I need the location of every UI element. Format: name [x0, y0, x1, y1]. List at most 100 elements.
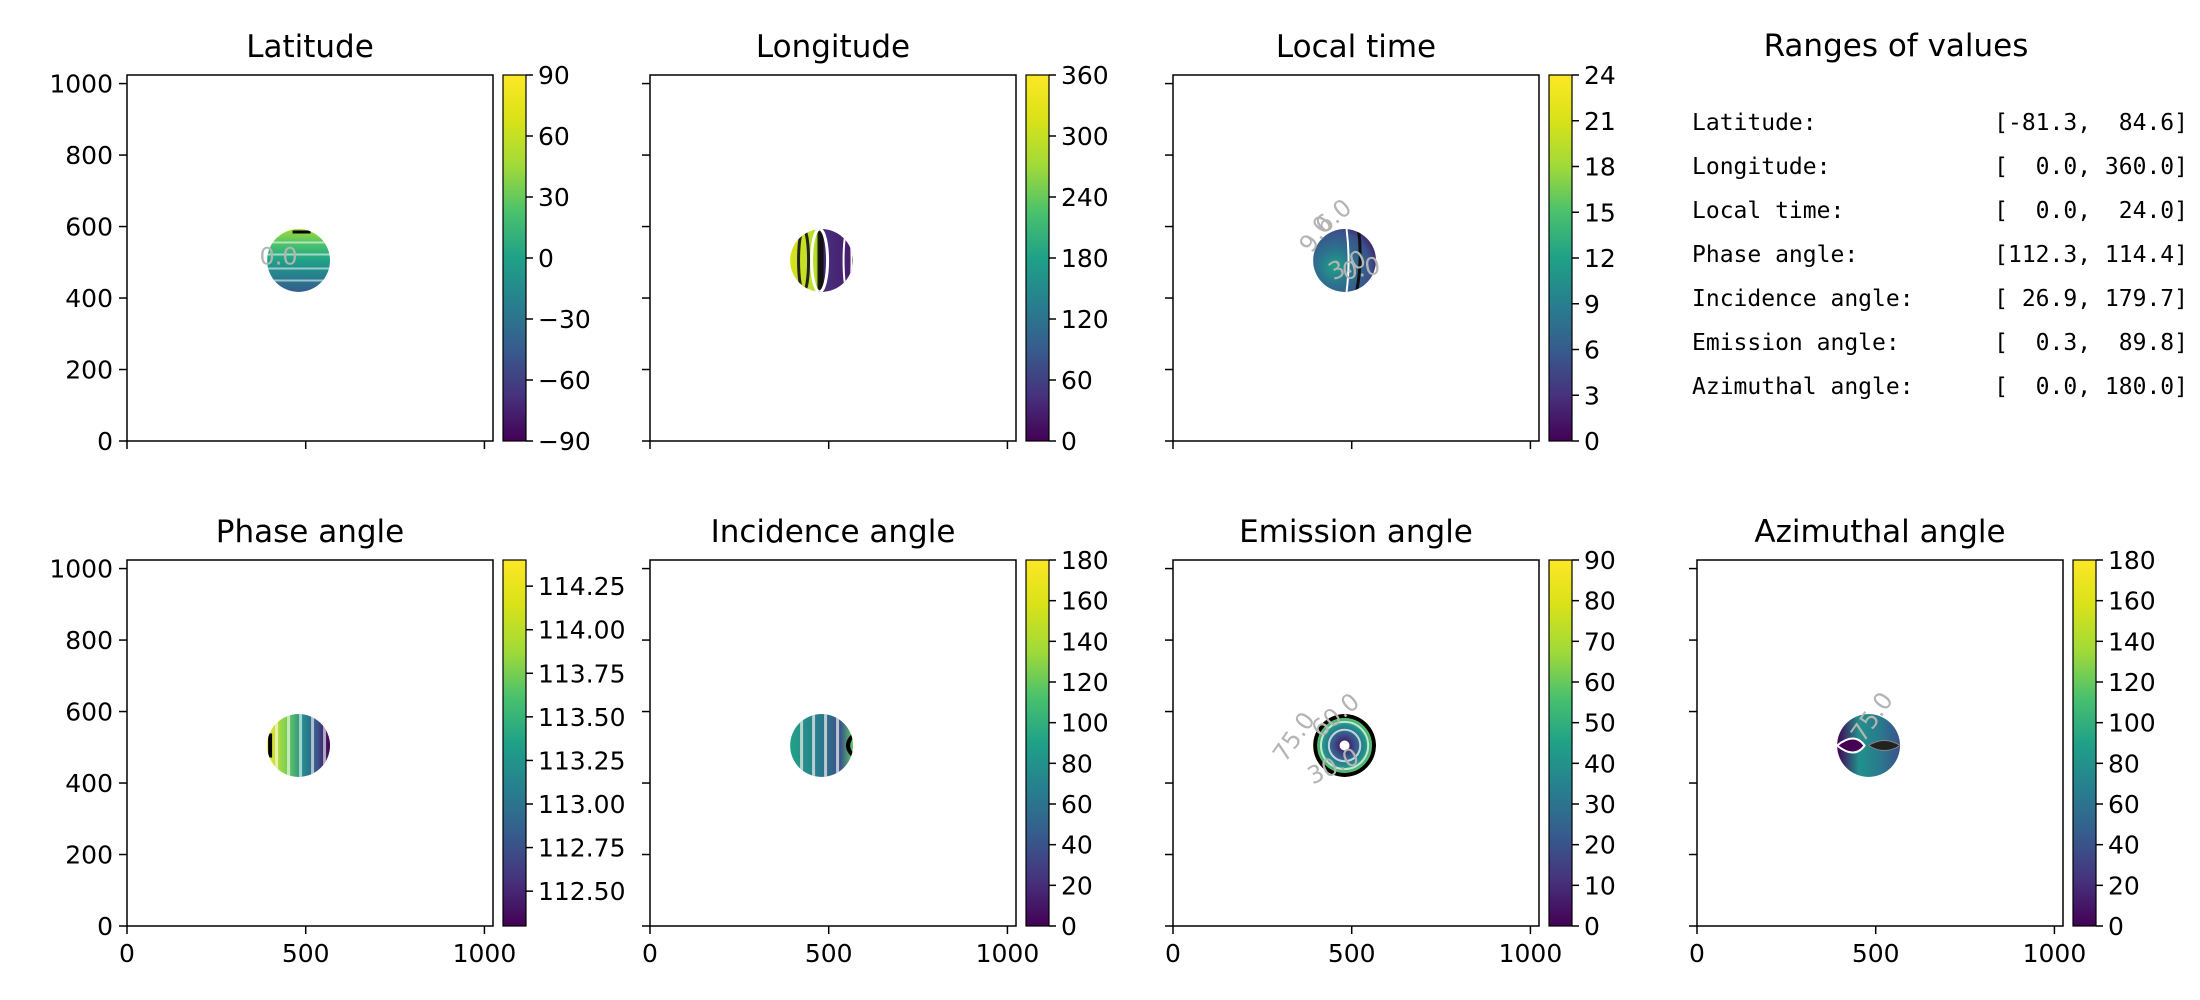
- colorbar-tick-label: 12: [1584, 244, 1616, 273]
- contour-label: 0.0: [1340, 252, 1382, 286]
- colorbar: [1548, 74, 1573, 442]
- x-tick-label: 0: [642, 939, 658, 968]
- colorbar-tick-label: 3: [1584, 381, 1600, 410]
- colorbar-tick-label: 300: [1061, 122, 1109, 151]
- y-tick-label: 600: [65, 213, 113, 242]
- colorbar-tick-label: 9: [1584, 290, 1600, 319]
- y-tick-label: 600: [65, 698, 113, 727]
- colorbar-tick-label: 70: [1584, 627, 1616, 656]
- contour-label: 0.0: [259, 243, 297, 271]
- y-tick-label: 0: [97, 912, 113, 941]
- panel-longitude: Longitude 360 300 240 180 120 60 0: [642, 29, 1109, 456]
- colorbar-tick-label: 60: [1061, 790, 1093, 819]
- axes-frame: [649, 74, 1017, 442]
- axes-frame: [1172, 74, 1540, 442]
- y-tick-label: 200: [65, 841, 113, 870]
- colorbar-tick-label: 240: [1061, 183, 1109, 212]
- panel-phase-angle: Phase angle 0 200 400 600 800 1000 0 500 1000 114.…: [49, 514, 625, 968]
- x-tick-label: 0: [1689, 939, 1705, 968]
- ranges-panel: Ranges of values Latitude: [-81.3, 84.6] Lo…: [1692, 28, 2188, 400]
- colorbar-tick-label: 80: [1061, 749, 1093, 778]
- colorbar-tick-label: 100: [1061, 709, 1109, 738]
- colorbar-tick-label: 160: [2108, 587, 2156, 616]
- colorbar-tick-label: 120: [2108, 668, 2156, 697]
- colorbar-tick-label: −60: [538, 366, 591, 395]
- ranges-row-value: [ 0.0, 360.0]: [1994, 154, 2188, 180]
- panel-title: Incidence angle: [711, 514, 956, 550]
- panel-title: Azimuthal angle: [1754, 514, 2005, 550]
- planet-disk: [1313, 714, 1377, 777]
- colorbar-tick-label: 112.75: [538, 834, 625, 863]
- colorbar-tick-label: 113.50: [538, 703, 625, 732]
- colorbar-tick-label: 6: [1584, 336, 1600, 365]
- colorbar: [1025, 74, 1050, 442]
- colorbar: [502, 74, 527, 442]
- colorbar-tick-label: 40: [2108, 831, 2140, 860]
- colorbar-tick-label: 100: [2108, 709, 2156, 738]
- colorbar-tick-label: 120: [1061, 668, 1109, 697]
- axes-frame: [649, 559, 1017, 927]
- panel-title: Latitude: [246, 29, 374, 65]
- colorbar-tick-label: 80: [1584, 587, 1616, 616]
- colorbar-tick-label: 160: [1061, 587, 1109, 616]
- colorbar-tick-label: 113.25: [538, 746, 625, 775]
- colorbar-tick-label: 80: [2108, 749, 2140, 778]
- colorbar: [2072, 559, 2097, 927]
- ranges-row-value: [ 0.3, 89.8]: [1994, 330, 2188, 356]
- colorbar: [502, 559, 527, 927]
- planet-disk: [790, 229, 854, 292]
- colorbar-tick-label: 20: [2108, 871, 2140, 900]
- planet-disk: [1837, 714, 1901, 777]
- colorbar-tick-label: 140: [2108, 627, 2156, 656]
- colorbar-tick-label: −90: [538, 427, 591, 456]
- ranges-row-value: [ 26.9, 179.7]: [1994, 286, 2188, 312]
- ranges-row-label: Phase angle:: [1692, 242, 1858, 268]
- colorbar-tick-label: 20: [1584, 831, 1616, 860]
- ranges-row-value: [112.3, 114.4]: [1994, 242, 2188, 268]
- colorbar-tick-label: 18: [1584, 153, 1616, 182]
- colorbar-tick-label: 114.00: [538, 616, 625, 645]
- colorbar-tick-label: 30: [1584, 790, 1616, 819]
- colorbar: [1025, 559, 1050, 927]
- colorbar-tick-label: 180: [1061, 546, 1109, 575]
- colorbar-tick-label: −30: [538, 305, 591, 334]
- colorbar-tick-label: 360: [1061, 61, 1109, 90]
- colorbar-tick-label: 90: [1584, 546, 1616, 575]
- colorbar-tick-label: 180: [1061, 244, 1109, 273]
- y-tick-label: 400: [65, 769, 113, 798]
- colorbar-tick-label: 40: [1061, 831, 1093, 860]
- y-tick-label: 1000: [49, 70, 113, 99]
- ranges-row-value: [ 0.0, 24.0]: [1994, 198, 2188, 224]
- y-tick-label: 800: [65, 141, 113, 170]
- ranges-row-label: Emission angle:: [1692, 330, 1900, 356]
- colorbar-tick-label: 114.25: [538, 572, 625, 601]
- x-tick-label: 1000: [2023, 939, 2087, 968]
- colorbar-tick-label: 0: [2108, 912, 2124, 941]
- axes-frame: [1172, 559, 1540, 927]
- colorbar-tick-label: 113.75: [538, 659, 625, 688]
- y-tick-label: 800: [65, 626, 113, 655]
- colorbar-tick-label: 0: [1584, 427, 1600, 456]
- axes-frame: [126, 559, 494, 927]
- ranges-row-value: [ 0.0, 180.0]: [1994, 374, 2188, 400]
- x-tick-label: 500: [1328, 939, 1376, 968]
- panel-incidence-angle: Incidence angle 0 500 1000 180 160 140 120 100 80…: [642, 514, 1109, 968]
- planet-disk: [267, 714, 331, 777]
- colorbar-tick-label: 20: [1061, 871, 1093, 900]
- colorbar-tick-label: 180: [2108, 546, 2156, 575]
- planet-disk: [267, 229, 331, 292]
- colorbar-tick-label: 60: [2108, 790, 2140, 819]
- colorbar: [1548, 559, 1573, 927]
- y-tick-label: 0: [97, 427, 113, 456]
- colorbar-tick-label: 24: [1584, 61, 1616, 90]
- planet-disk: [1313, 229, 1377, 292]
- ranges-title: Ranges of values: [1764, 28, 2029, 64]
- colorbar-tick-label: 90: [538, 61, 570, 90]
- x-tick-label: 1000: [976, 939, 1040, 968]
- panel-title: Local time: [1276, 29, 1436, 65]
- x-tick-label: 0: [1165, 939, 1181, 968]
- colorbar-tick-label: 10: [1584, 871, 1616, 900]
